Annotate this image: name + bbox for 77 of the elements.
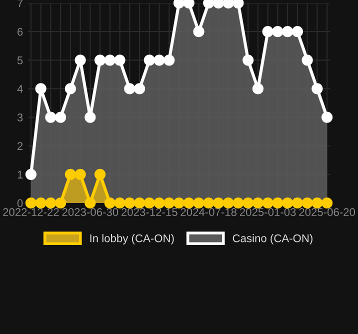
point [164,54,175,66]
point [134,197,146,209]
y-tick-label: 1 [18,170,23,178]
point [144,54,155,66]
y-tick-label: 3 [17,114,23,122]
point [173,197,185,209]
point [55,112,66,123]
point [25,168,37,180]
point [302,197,313,209]
point [25,197,37,209]
legend-label: In lobby (CA-ON) [90,234,174,244]
point [212,197,224,209]
point [232,197,244,209]
point [272,26,284,38]
point [114,197,126,209]
point [193,26,204,38]
point [302,54,313,66]
point [154,197,165,209]
point [124,83,136,94]
x-tick-label: 2025-06-20 [299,208,356,216]
point [94,54,106,66]
point [45,197,56,209]
point [203,197,214,209]
point [292,26,303,38]
point [312,83,323,94]
point [212,0,224,9]
point [104,54,116,66]
point [282,197,294,209]
point [55,197,66,209]
point [154,54,165,66]
y-tick-label: 6 [18,28,23,36]
y-tick-label: 5 [17,56,23,64]
point [232,0,244,9]
point [312,197,323,209]
point [183,0,194,9]
legend-label: Casino (CA-ON) [232,234,312,244]
point [64,168,76,180]
point [222,0,234,9]
x-tick-label: 2023-06-30 [62,208,118,216]
point [183,197,194,209]
x-tick-label: 2023-12-15 [122,208,178,216]
point [252,83,264,94]
point [193,197,204,209]
point [134,83,146,94]
point [84,197,96,209]
point [64,83,76,94]
point [272,197,284,209]
point [321,197,333,209]
x-tick-label: 2024-07-18 [180,208,237,216]
point [262,197,274,209]
point [262,26,274,38]
point [173,0,185,9]
point [74,54,86,66]
y-tick-label: 0 [17,199,23,208]
point [144,197,155,209]
y-tick-label: 2 [18,142,23,150]
point [242,197,254,209]
point [35,83,46,94]
point [203,0,214,9]
point [321,112,333,123]
y-tick-label: 4 [17,85,23,93]
point [74,168,86,180]
point [84,112,96,123]
point [94,168,106,180]
point [252,197,264,209]
point [164,197,175,209]
point [114,54,126,66]
point [124,197,136,209]
point [282,26,294,38]
point [292,197,303,209]
x-tick-label: 2022-12-22 [3,208,59,216]
x-tick-label: 2025-01-03 [240,208,296,216]
point [222,197,234,209]
point [242,54,254,66]
point [104,197,116,209]
point [35,197,46,209]
point [45,112,56,123]
